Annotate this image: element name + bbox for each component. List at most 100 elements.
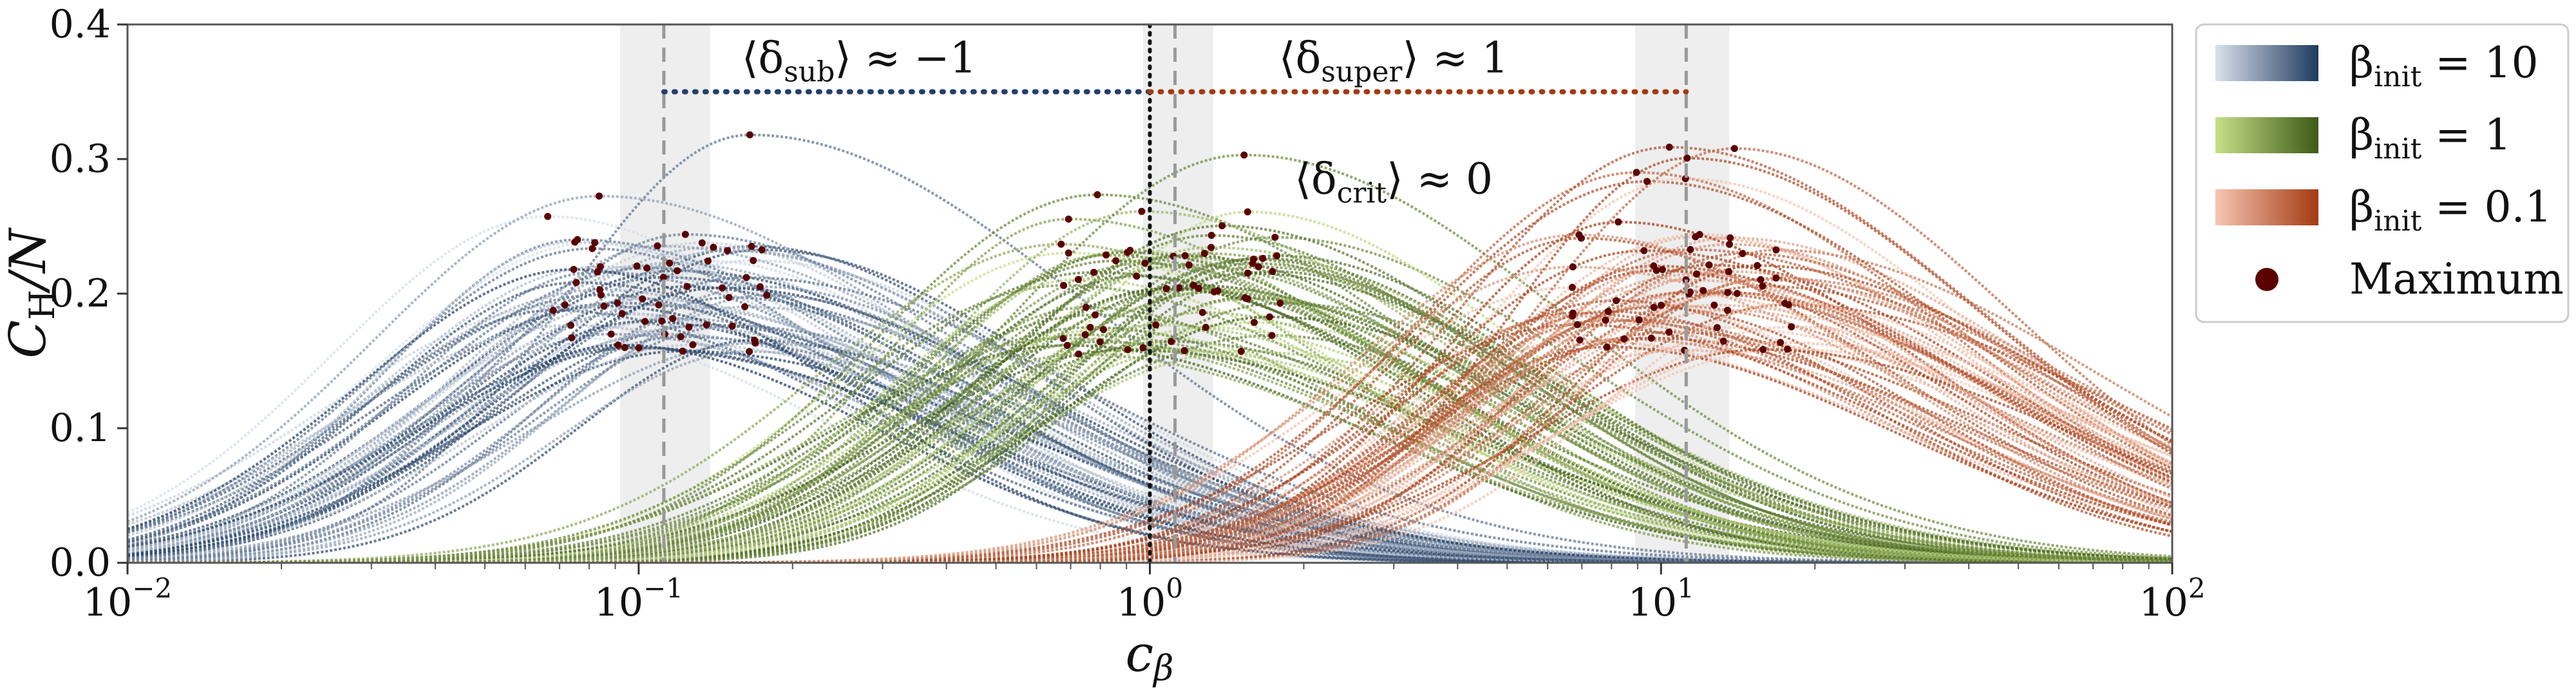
maximum-marker: [1777, 339, 1785, 346]
maximum-marker: [679, 347, 687, 355]
maximum-marker: [1063, 341, 1071, 349]
maximum-marker: [1175, 284, 1182, 292]
delta-annotation: ⟨δsub⟩ ≈ −1: [742, 33, 977, 88]
maximum-marker: [621, 344, 629, 352]
maximum-marker: [1096, 338, 1104, 346]
legend-maximum-marker: [2255, 268, 2278, 291]
maximum-marker: [596, 263, 604, 270]
maximum-marker: [1099, 326, 1107, 334]
maximum-marker: [654, 242, 661, 250]
series-curve: [128, 278, 2172, 563]
maximum-marker: [1075, 350, 1083, 358]
series-curve: [128, 310, 2172, 563]
maximum-marker: [1604, 308, 1612, 316]
maximum-marker: [698, 239, 706, 247]
maximum-marker: [1065, 249, 1072, 257]
series-curve: [128, 306, 2172, 563]
maximum-marker: [746, 348, 753, 355]
series-curve: [128, 177, 2172, 563]
maximum-marker: [1693, 270, 1701, 278]
maximum-marker: [751, 336, 759, 344]
annotations: ⟨δsub⟩ ≈ −1 ⟨δsuper⟩ ≈ 1⟨δcrit⟩ ≈ 0: [742, 33, 1509, 209]
y-tick-label: 0.4: [50, 2, 111, 47]
series-curve: [128, 297, 2172, 563]
y-axis-label: CH/N: [0, 227, 62, 359]
maximum-marker: [1065, 215, 1072, 223]
maximum-marker: [683, 283, 691, 290]
series-curve: [128, 308, 2172, 563]
maximum-marker: [544, 212, 552, 220]
maximum-marker: [1200, 249, 1208, 257]
maximum-marker: [724, 247, 732, 254]
series-curve: [128, 324, 2172, 563]
maximum-marker: [658, 317, 666, 325]
series-curve: [128, 326, 2172, 563]
maximum-marker: [1059, 335, 1067, 343]
maximum-marker: [1250, 319, 1258, 326]
maximum-marker: [1092, 311, 1099, 319]
maximum-marker: [1168, 337, 1175, 345]
maximum-marker: [1781, 299, 1789, 307]
maximum-marker: [1683, 155, 1691, 162]
maximum-marker: [1719, 337, 1727, 345]
maximum-marker: [1265, 313, 1273, 321]
maximum-marker: [1086, 323, 1094, 331]
y-tick-label: 0.0: [50, 540, 111, 585]
maximum-marker: [704, 257, 712, 265]
maximum-marker: [1633, 169, 1640, 176]
maximum-marker: [685, 323, 693, 331]
maximum-marker: [633, 262, 641, 270]
reference-lines: [661, 24, 1689, 563]
maximum-marker: [1060, 281, 1068, 289]
x-tick-label: 100: [1117, 572, 1183, 625]
series-curve: [128, 218, 2172, 563]
maximum-marker: [743, 274, 750, 281]
maximum-marker: [1696, 231, 1703, 238]
maximum-marker: [1189, 281, 1197, 289]
maximum-marker: [1568, 283, 1576, 291]
maximum-marker: [1269, 268, 1276, 276]
maximum-marker: [1138, 207, 1146, 215]
series-curve: [128, 264, 2172, 563]
series-curve: [128, 337, 2172, 563]
maximum-marker: [1759, 282, 1766, 290]
maximum-marker: [570, 265, 578, 273]
maximum-marker: [750, 257, 757, 265]
maximum-marker: [1271, 233, 1279, 241]
maximum-marker: [1620, 335, 1628, 343]
maximum-marker: [1208, 232, 1215, 240]
maximum-marker: [1162, 285, 1170, 292]
maximum-marker: [1613, 297, 1620, 305]
maximum-marker: [573, 279, 580, 287]
series-curve: [128, 312, 2172, 563]
maximum-marker: [758, 246, 766, 254]
series-curve: [128, 249, 2172, 563]
maximum-marker: [1730, 145, 1738, 153]
maximum-marker: [1665, 144, 1673, 151]
maximum-marker: [655, 301, 663, 308]
x-tick-label: 102: [2139, 572, 2205, 625]
legend-swatch: [2215, 189, 2318, 225]
maximum-marker: [1074, 276, 1082, 283]
series-curve: [128, 350, 2172, 563]
maximum-marker: [595, 193, 603, 200]
legend-label: βinit = 1: [2349, 110, 2512, 165]
maximum-marker: [641, 317, 649, 325]
maximum-marker: [1686, 288, 1694, 296]
series-curve: [128, 319, 2172, 563]
maximum-marker: [1615, 218, 1622, 226]
series-curve: [128, 265, 2172, 563]
series-curve: [128, 284, 2172, 563]
series-curve: [128, 320, 2172, 563]
maximum-marker: [1723, 307, 1731, 314]
maximum-marker: [1757, 276, 1765, 283]
series-curve: [128, 303, 2172, 563]
maximum-marker: [1237, 348, 1245, 355]
maximum-marker: [1141, 260, 1149, 267]
maximum-marker: [1603, 343, 1611, 351]
maximum-marker: [1082, 303, 1090, 311]
legend-frame: [2195, 23, 2570, 323]
maximum-marker: [1700, 287, 1707, 294]
